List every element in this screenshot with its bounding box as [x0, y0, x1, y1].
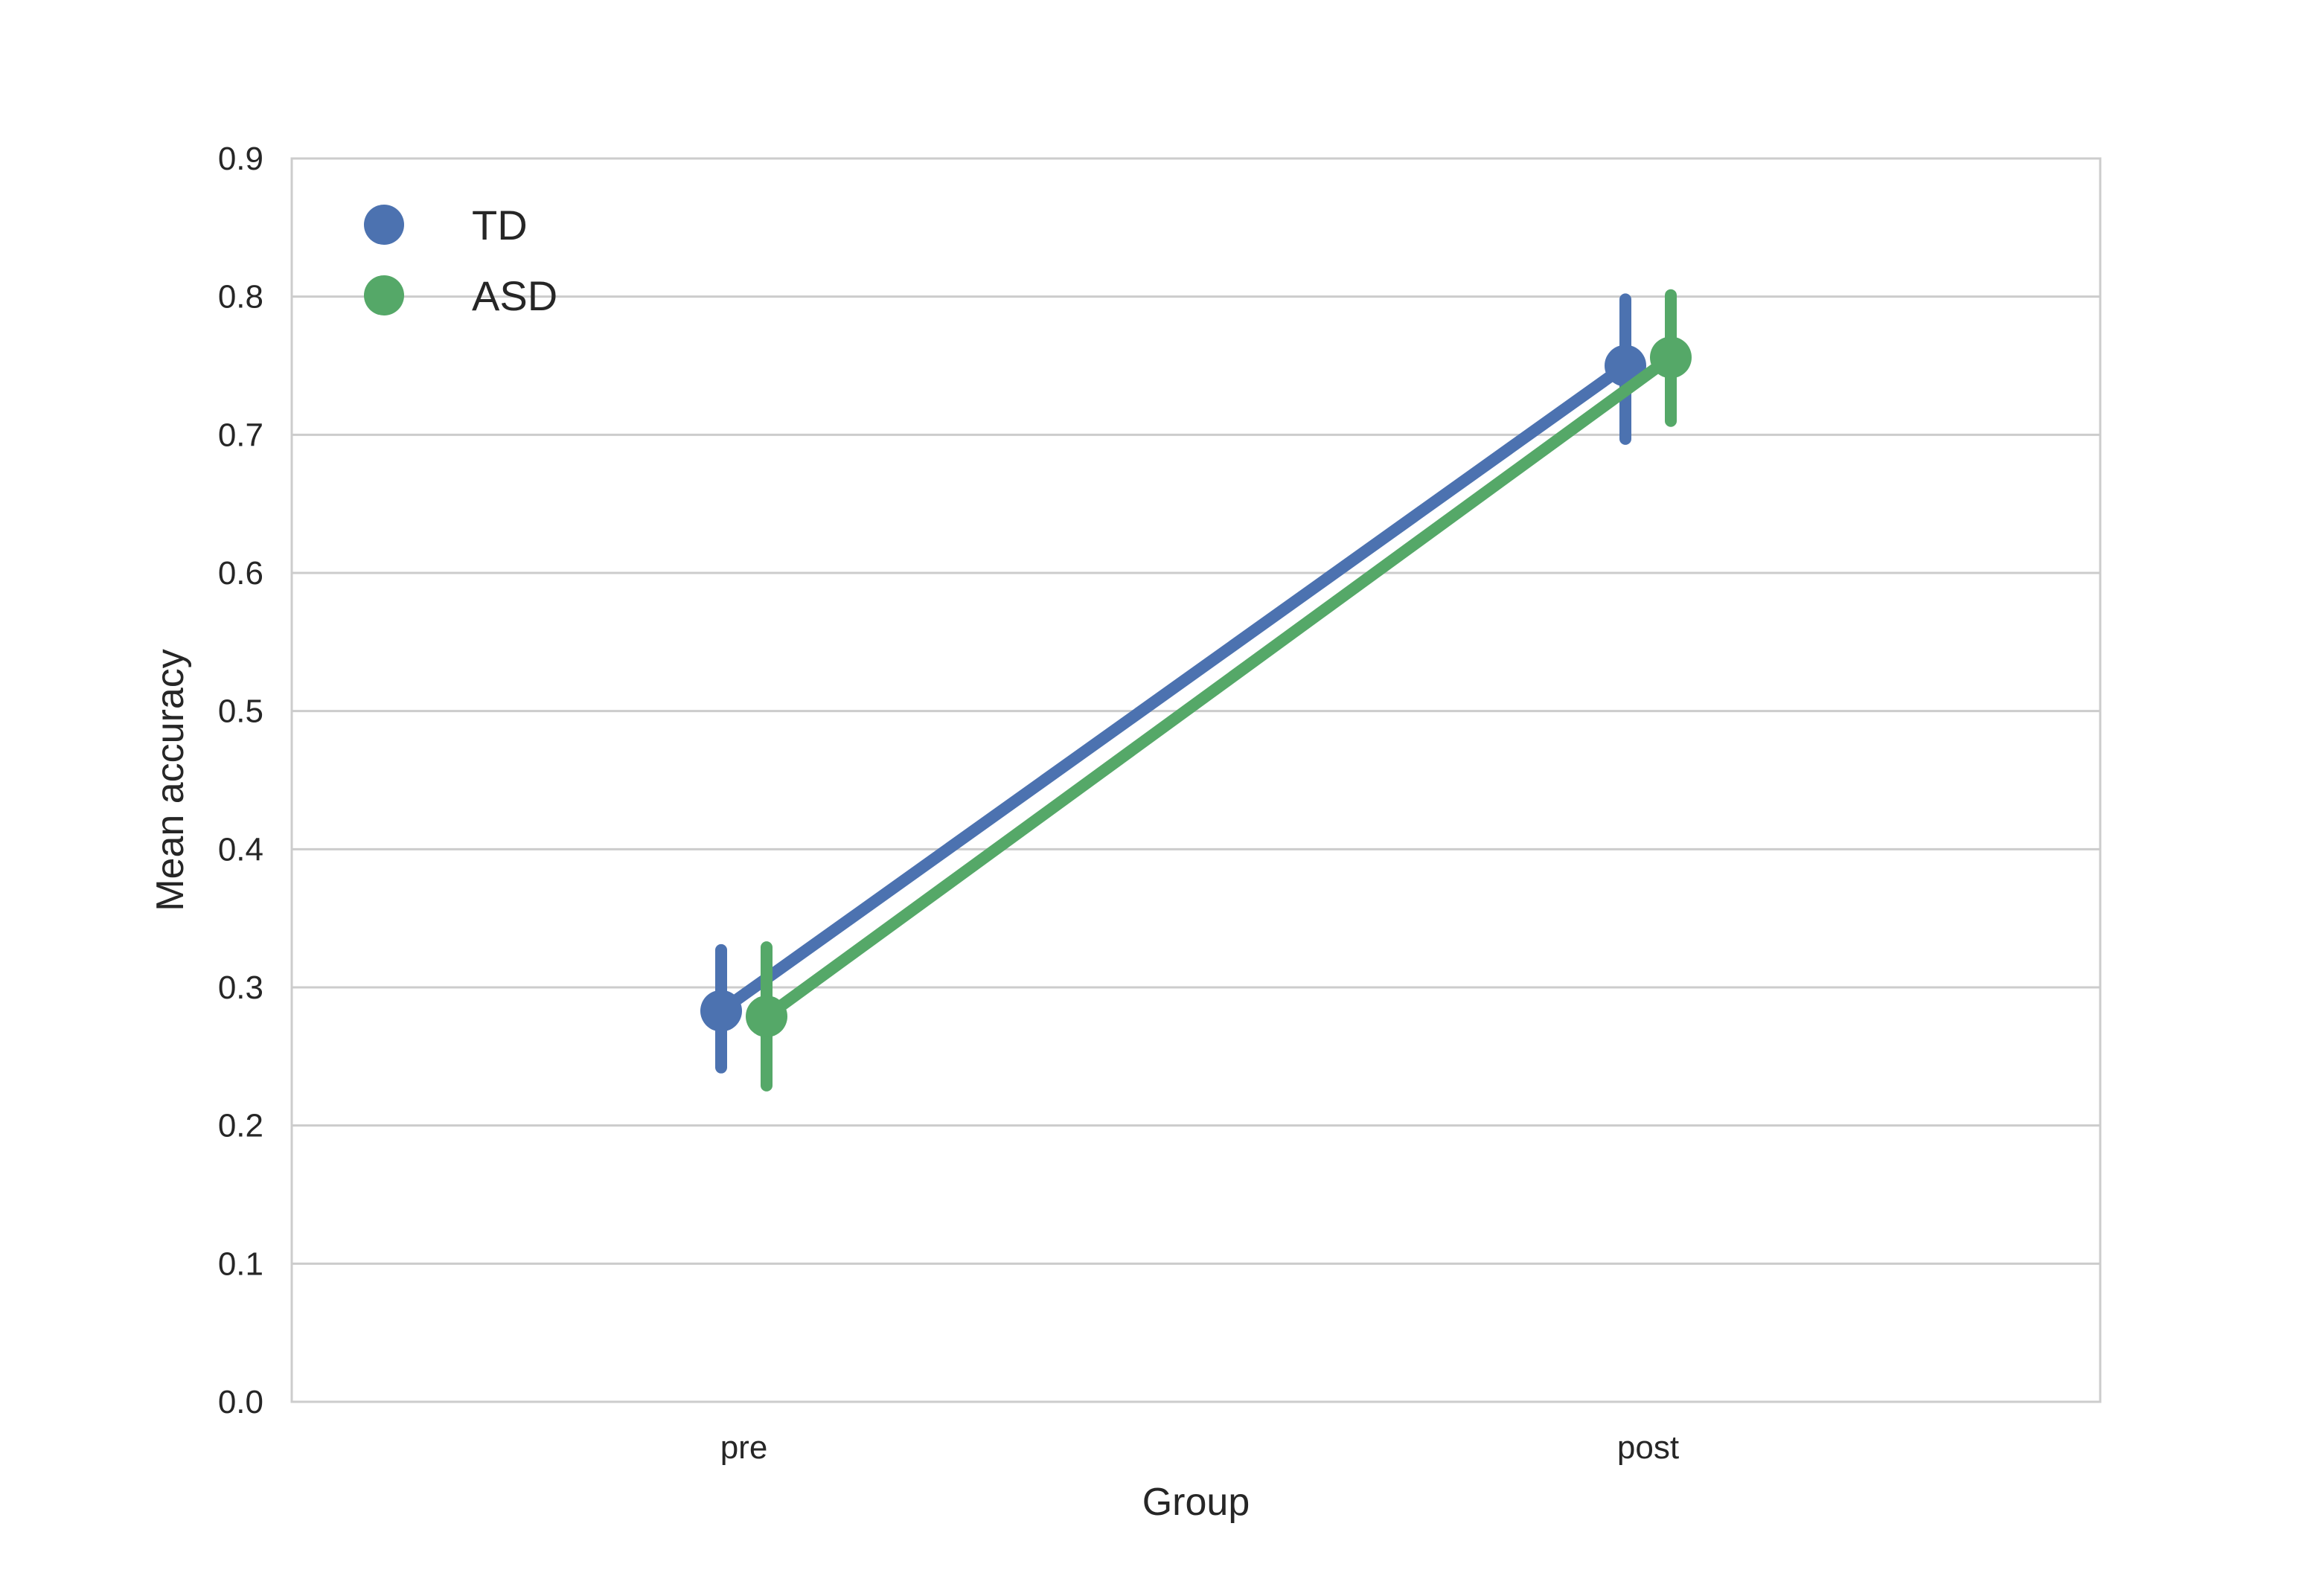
- data-point: [700, 990, 742, 1032]
- y-axis-ticks: 0.0 0.1 0.2 0.3 0.4 0.5 0.6 0.7 0.8 0.9: [218, 141, 263, 1420]
- legend-marker: [364, 205, 404, 245]
- x-axis-label: Group: [1142, 1481, 1250, 1524]
- y-tick-label: 0.7: [218, 417, 263, 453]
- series-line: [763, 352, 1675, 1022]
- y-tick-label: 0.1: [218, 1246, 263, 1282]
- y-axis-label: Mean accuracy: [149, 649, 192, 911]
- y-tick-label: 0.8: [218, 279, 263, 315]
- legend-label: TD: [472, 202, 528, 249]
- y-tick-label: 0.3: [218, 970, 263, 1006]
- y-tick-label: 0.6: [218, 555, 263, 592]
- series-layer: [700, 289, 1692, 1092]
- data-point: [746, 995, 787, 1037]
- y-tick-label: 0.0: [218, 1384, 263, 1420]
- legend-label: ASD: [472, 272, 557, 319]
- y-tick-label: 0.4: [218, 831, 263, 868]
- plot-area-frame: [290, 157, 2102, 1403]
- y-tick-label: 0.5: [218, 693, 263, 730]
- x-axis-ticks: pre post: [720, 1429, 1679, 1466]
- x-tick-label: pre: [720, 1429, 768, 1466]
- legend-marker: [364, 275, 404, 315]
- legend: TD ASD: [364, 202, 557, 319]
- x-tick-label: post: [1617, 1429, 1679, 1466]
- series-asd: [746, 289, 1692, 1092]
- series-line: [717, 360, 1629, 1016]
- data-point: [1650, 336, 1692, 379]
- y-tick-label: 0.2: [218, 1108, 263, 1144]
- y-tick-label: 0.9: [218, 141, 263, 177]
